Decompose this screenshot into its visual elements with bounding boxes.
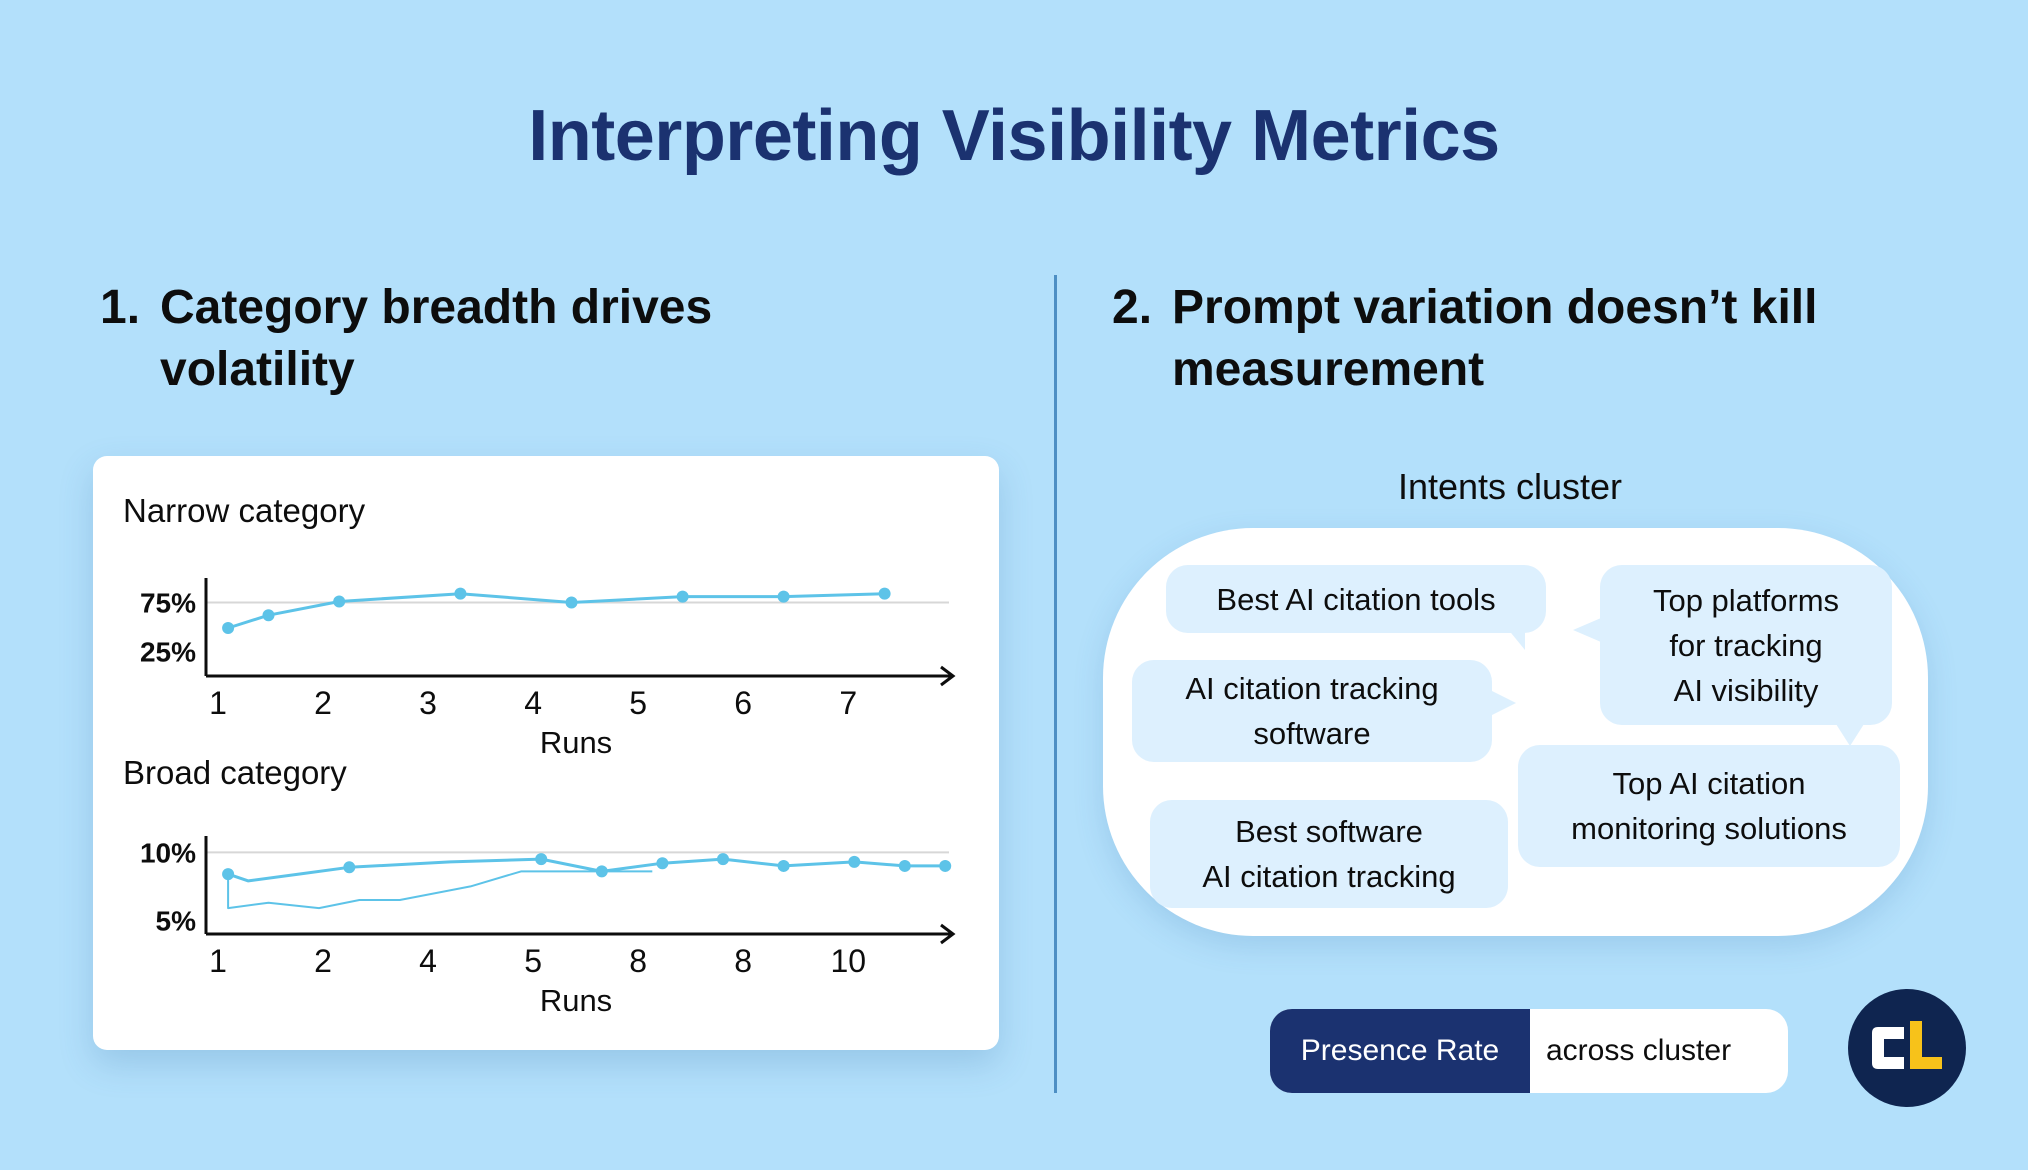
chart-1-xtick-label: 5 (629, 685, 647, 721)
chart-2-xtick-label: 4 (419, 943, 437, 979)
section-title-1-line1: Category breadth drives (160, 281, 713, 334)
chart-x-arrow-1 (940, 665, 956, 687)
intent-bubble-2: Top platforms for tracking AI visibility (1600, 565, 1892, 725)
chart-2-xtick-label: 8 (629, 943, 647, 979)
section-title-1-line2: volatility (160, 343, 355, 396)
section-title-1: Category breadth drives volatility (160, 277, 712, 401)
chart-2-ytick-label: 10% (140, 837, 196, 868)
intent-bubble-line: Best AI citation tools (1216, 581, 1496, 617)
chart-1-data-point (262, 609, 275, 622)
chart-1-xtick-label: 3 (419, 685, 437, 721)
intent-bubble-5: Best software AI citation tracking (1150, 800, 1508, 908)
chart-title-1: Narrow category (123, 492, 366, 529)
bubble-tail (1573, 618, 1601, 642)
chart-title-2: Broad category (123, 754, 347, 791)
cluster-title: Intents cluster (1397, 466, 1623, 507)
chart-1-xtick-label: 2 (314, 685, 332, 721)
chart-1-ytick-label: 75% (140, 588, 196, 619)
intent-bubble-line: AI visibility (1673, 672, 1819, 708)
bubble-tail (1836, 724, 1864, 746)
chart-1-ytick-label: 25% (140, 637, 196, 668)
intent-bubble-text: Best software AI citation tracking (1202, 809, 1455, 899)
chart-2-data-point (717, 853, 729, 866)
bubble-tail (1492, 691, 1516, 715)
chart-2-xtick-label: 2 (314, 943, 332, 979)
intent-bubble-line: Best software (1235, 814, 1423, 849)
intent-bubble-text: Top AI citation monitoring solutions (1571, 761, 1847, 851)
chart-x-arrow-2 (940, 923, 956, 945)
chart-xlabel-2: Runs (540, 983, 612, 1018)
chart-1-xtick-label: 7 (839, 685, 857, 721)
chart-2-data-point (343, 861, 356, 874)
intent-bubble-line: Top AI citation (1612, 766, 1806, 801)
chart-2-data-point (898, 859, 911, 872)
chart-2-ytick-label: 5% (156, 905, 197, 936)
chart-2-xtick-label: 8 (734, 943, 752, 979)
chart-1-xtick-label: 1 (209, 685, 227, 721)
chart-2-xtick-label: 5 (524, 943, 542, 979)
presence-rate-label: Presence Rate (1270, 1009, 1530, 1093)
chart-1-data-point (878, 587, 891, 600)
intent-bubble-text: AI citation tracking software (1185, 666, 1438, 756)
chart-1-series-line-1 (227, 592, 885, 630)
intent-bubble-text: Best AI citation tools (1216, 577, 1495, 622)
chart-card: Narrow category 75% 25% 1 2 3 4 5 6 7 Runs Broad ca… (93, 456, 999, 1050)
section-number-2: 2. (1112, 281, 1153, 334)
chart-1-data-point (676, 590, 689, 603)
chart-1-data-point (222, 621, 235, 634)
section-number-1: 1. (100, 281, 141, 334)
intent-bubble-line: Top platforms (1652, 582, 1840, 618)
intent-bubble-3: AI citation tracking software (1132, 660, 1492, 762)
chart-1-data-point (777, 590, 790, 603)
intent-bubble-4: Top AI citation monitoring solutions (1518, 745, 1900, 867)
section-title-2: Prompt variation doesn’t kill measuremen… (1172, 277, 1817, 401)
brand-logo (1848, 989, 1966, 1107)
chart-1-xtick-label: 4 (524, 685, 542, 721)
chart-2-xtick-label: 10 (830, 943, 866, 979)
page-title: Interpreting Visibility Metrics (528, 96, 1500, 176)
intent-bubble-line: software (1253, 716, 1371, 751)
brand-logo-mark (1872, 1021, 1942, 1069)
intent-bubble-line: for tracking (1669, 627, 1823, 663)
chart-2-xtick-label: 1 (209, 943, 227, 979)
column-divider (1054, 275, 1057, 1093)
section-title-2-line1: Prompt variation doesn’t kill (1172, 281, 1818, 334)
chart-1-xtick-label: 6 (734, 685, 752, 721)
chart-2-data-point (777, 859, 790, 872)
chart-2-series-line-2 (227, 870, 653, 910)
chart-2-data-point (939, 859, 952, 872)
presence-rate-suffix: across cluster (1546, 1034, 1732, 1067)
chart-2-data-point (535, 853, 548, 866)
chart-xlabel-1: Runs (540, 725, 612, 760)
presence-rate-banner: Presence Rate across cluster (1270, 1009, 1788, 1093)
section-heading-1: 1. Category breadth drives volatility (100, 277, 900, 407)
intent-bubble-line: AI citation tracking (1185, 671, 1439, 706)
chart-1-data-point (565, 596, 578, 609)
section-heading-2: 2. Prompt variation doesn’t kill measure… (1112, 277, 1992, 407)
intent-bubble-line: AI citation tracking (1202, 859, 1456, 894)
intent-bubble-text: Top platforms for tracking AI visibility (1653, 578, 1839, 713)
chart-1-data-point (454, 587, 467, 600)
chart-2-data-point (848, 855, 861, 868)
intent-bubble-line: monitoring solutions (1571, 811, 1847, 846)
chart-2-series-line-1 (227, 857, 946, 883)
chart-1-data-point (333, 595, 346, 608)
section-title-2-line2: measurement (1172, 343, 1485, 396)
chart-2-data-point (656, 857, 669, 870)
intent-bubble-1: Best AI citation tools (1166, 565, 1546, 633)
bubble-tail (1507, 628, 1525, 650)
